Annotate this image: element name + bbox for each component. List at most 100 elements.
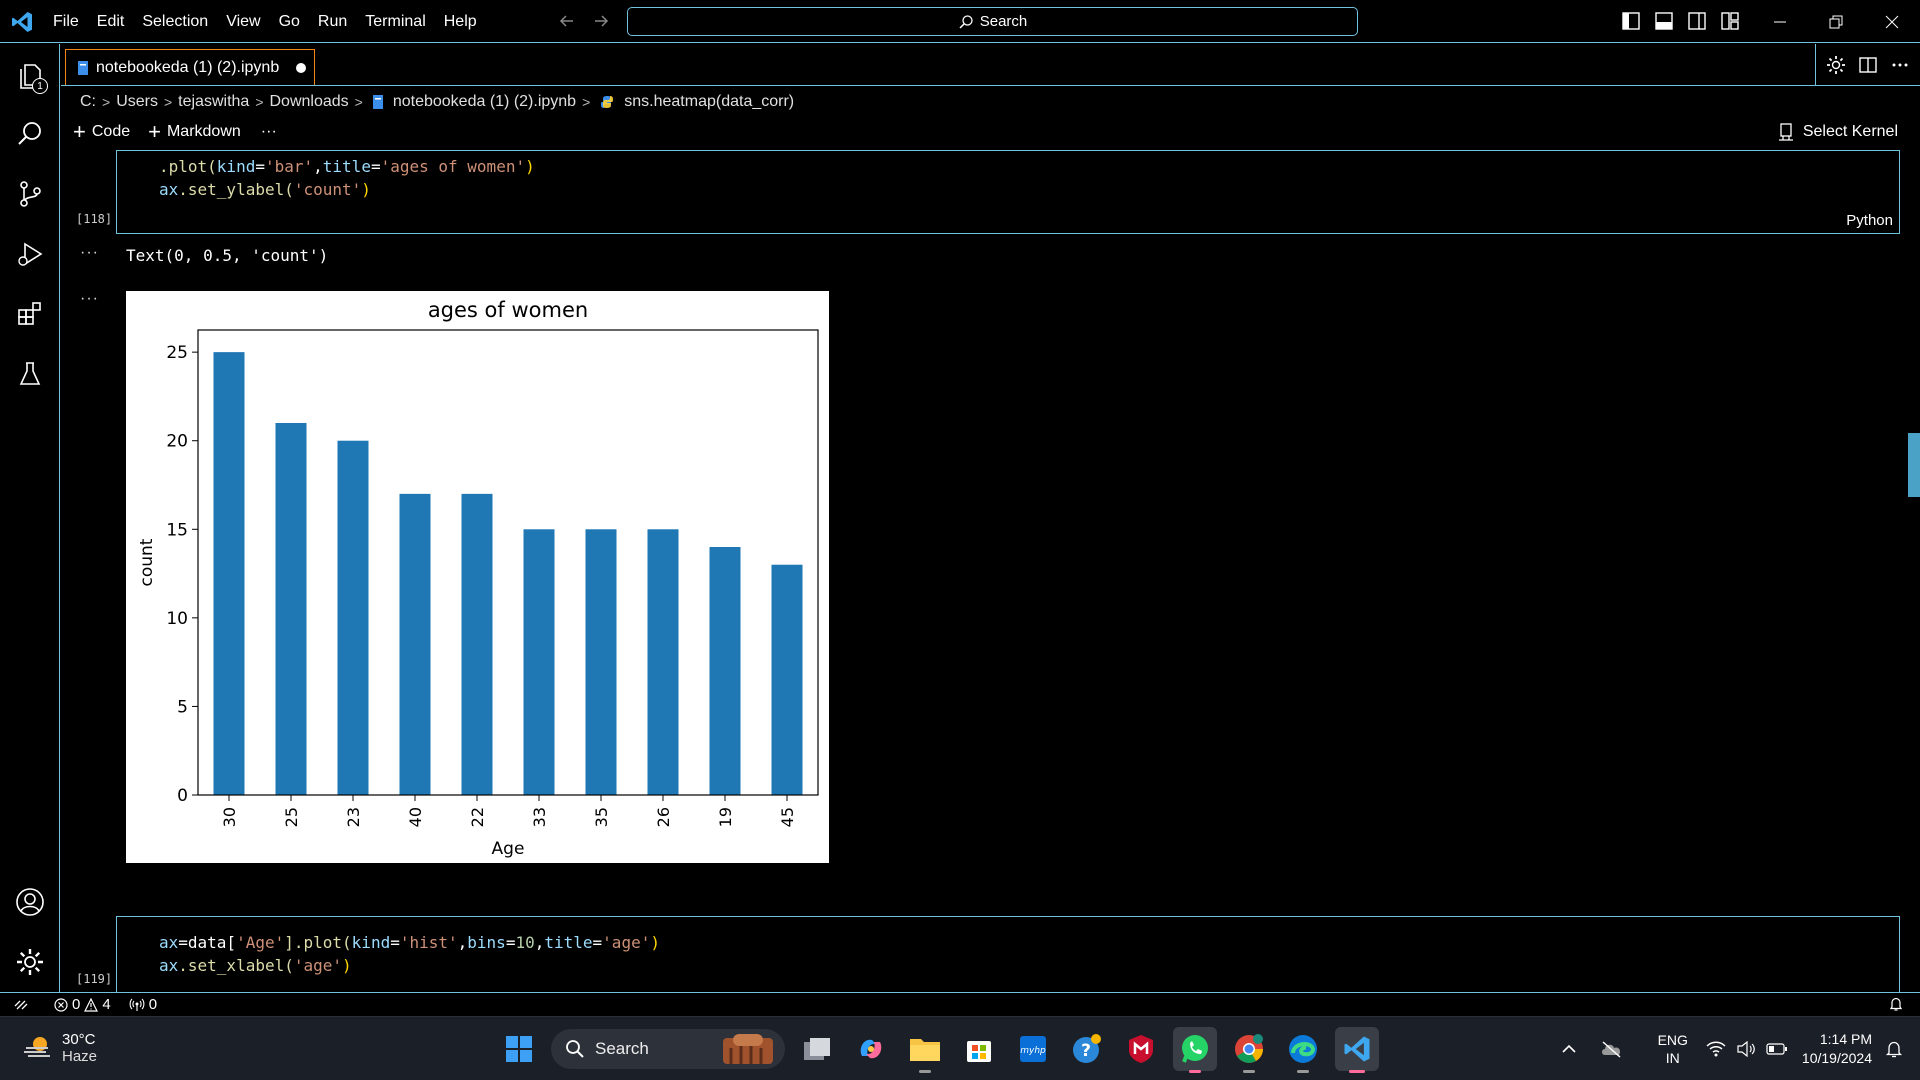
cell-118-source[interactable]: .plot(kind='bar',title='ages of women') …	[159, 155, 535, 201]
edge-button[interactable]	[1281, 1027, 1325, 1073]
task-view-button[interactable]	[795, 1027, 839, 1071]
x-tick-label: 25	[282, 807, 301, 827]
more-actions-icon[interactable]	[1890, 55, 1910, 75]
code-line-1: .plot(kind='bar',title='ages of women')	[159, 157, 535, 176]
menu-terminal[interactable]: Terminal	[365, 12, 426, 30]
mcafee-button[interactable]	[1119, 1027, 1163, 1071]
ports-button[interactable]: 0	[129, 996, 157, 1013]
menu-view[interactable]: View	[226, 12, 261, 30]
y-tick-label: 5	[177, 697, 188, 717]
code-token: =	[255, 157, 265, 176]
input-language-button[interactable]: ENG IN	[1658, 1031, 1688, 1067]
taskbar-search[interactable]: Search	[551, 1029, 785, 1069]
start-button[interactable]	[497, 1027, 541, 1071]
code-token: )	[361, 180, 371, 199]
command-center-search[interactable]: Search	[627, 7, 1358, 36]
volume-icon[interactable]	[1736, 1041, 1756, 1057]
extensions-button[interactable]	[10, 294, 50, 334]
file-explorer-button[interactable]	[903, 1027, 947, 1073]
code-cell-119[interactable]: ax=data['Age'].plot(kind='hist',bins=10,…	[116, 916, 1900, 992]
forward-arrow-icon[interactable]	[590, 10, 612, 32]
notifications-button[interactable]	[1888, 996, 1904, 1016]
source-control-button[interactable]	[10, 174, 50, 214]
toggle-panel-icon[interactable]	[1653, 10, 1675, 32]
chevron-right-icon: >	[582, 94, 591, 110]
breadcrumb-users[interactable]: Users	[116, 93, 158, 110]
chevron-up-icon[interactable]	[1560, 1040, 1578, 1058]
cell-language-label[interactable]: Python	[1846, 212, 1893, 229]
microsoft-store-button[interactable]	[957, 1027, 1001, 1071]
toggle-primary-sidebar-icon[interactable]	[1620, 10, 1642, 32]
menu-selection[interactable]: Selection	[142, 12, 209, 30]
weather-widget[interactable]: 30°C Haze	[22, 1031, 97, 1065]
battery-icon[interactable]	[1766, 1042, 1788, 1056]
y-tick-label: 20	[166, 432, 188, 452]
bar-19	[709, 547, 741, 795]
layout-controls	[1620, 10, 1741, 32]
vscode-taskbar-button[interactable]	[1335, 1027, 1379, 1073]
breadcrumb-file[interactable]: notebookeda (1) (2).ipynb	[392, 93, 577, 110]
select-kernel-button[interactable]: Select Kernel	[1777, 123, 1898, 141]
toggle-secondary-sidebar-icon[interactable]	[1686, 10, 1708, 32]
chrome-button[interactable]	[1227, 1027, 1271, 1073]
add-markdown-cell-button[interactable]: + Markdown	[148, 121, 241, 143]
unsaved-indicator[interactable]	[296, 63, 306, 73]
onedrive-offline-icon[interactable]	[1600, 1040, 1624, 1058]
explorer-badge: 1	[32, 78, 48, 94]
code-token: .set_ylabel(	[178, 180, 294, 199]
menu-help[interactable]: Help	[443, 12, 477, 30]
toolbar-more-button[interactable]: ···	[260, 123, 277, 140]
help-icon: ?	[1073, 1034, 1101, 1063]
help-button[interactable]: ?	[1065, 1027, 1109, 1071]
problems-button[interactable]: 0 4	[54, 996, 111, 1013]
clock[interactable]: 1:14 PM 10/19/2024	[1802, 1030, 1872, 1068]
output-menu-button[interactable]: ···	[80, 244, 99, 261]
chevron-right-icon: >	[163, 94, 173, 110]
vertical-scrollbar[interactable]	[1908, 433, 1920, 497]
split-editor-icon[interactable]	[1858, 55, 1878, 75]
y-tick-label: 10	[166, 609, 188, 629]
whatsapp-button[interactable]	[1173, 1027, 1217, 1073]
tab-notebook[interactable]: notebookeda (1) (2).ipynb	[65, 49, 315, 85]
wifi-icon[interactable]	[1706, 1041, 1726, 1057]
search-button[interactable]	[10, 114, 50, 154]
restore-icon	[1829, 15, 1843, 28]
breadcrumb-user[interactable]: tejaswitha	[178, 93, 250, 110]
cell-119-source[interactable]: ax=data['Age'].plot(kind='hist',bins=10,…	[159, 931, 660, 977]
menu-go[interactable]: Go	[278, 12, 300, 30]
menu-file[interactable]: File	[53, 12, 79, 30]
menu-edit[interactable]: Edit	[96, 12, 125, 30]
explorer-button[interactable]: 1	[10, 56, 50, 96]
close-button[interactable]	[1864, 0, 1920, 43]
kernel-icon	[1778, 123, 1793, 141]
store-icon	[967, 1041, 991, 1062]
back-arrow-icon[interactable]	[556, 10, 578, 32]
code-token: bins	[467, 933, 506, 952]
bar-26	[647, 529, 679, 795]
myhp-button[interactable]: myhp	[1011, 1027, 1055, 1071]
x-axis-label: Age	[492, 839, 525, 859]
run-debug-button[interactable]	[10, 234, 50, 274]
restore-button[interactable]	[1808, 0, 1864, 43]
customize-layout-icon[interactable]	[1719, 10, 1741, 32]
bar-22	[461, 493, 493, 795]
remote-button[interactable]	[14, 998, 28, 1012]
accounts-button[interactable]	[10, 882, 50, 922]
testing-button[interactable]	[10, 354, 50, 394]
code-line-2: ax.set_xlabel('age')	[159, 956, 352, 975]
menu-run[interactable]: Run	[317, 12, 348, 30]
chevron-right-icon: >	[255, 94, 264, 110]
vscode-icon	[1344, 1036, 1370, 1062]
gear-icon[interactable]	[1826, 55, 1846, 75]
copilot-button[interactable]	[849, 1027, 893, 1071]
minimize-button[interactable]	[1752, 0, 1808, 43]
manage-button[interactable]	[10, 942, 50, 982]
code-cell-118[interactable]: .plot(kind='bar',title='ages of women') …	[116, 150, 1900, 234]
breadcrumb-folder[interactable]: Downloads	[269, 93, 349, 110]
breadcrumb-symbol[interactable]: sns.heatmap(data_corr)	[624, 93, 795, 110]
output-menu-button-2[interactable]: ···	[80, 290, 99, 307]
breadcrumb-drive[interactable]: C:	[80, 93, 96, 110]
add-code-cell-button[interactable]: + Code	[73, 121, 130, 143]
bar-40	[399, 493, 431, 795]
notification-bell-icon[interactable]	[1884, 1039, 1904, 1059]
